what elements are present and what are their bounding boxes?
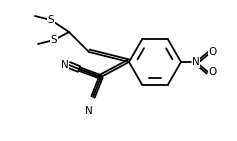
Text: S: S	[48, 15, 54, 25]
Text: S: S	[51, 35, 57, 45]
Text: N: N	[61, 60, 69, 70]
Text: O: O	[209, 47, 217, 57]
Text: O: O	[209, 67, 217, 77]
Text: N: N	[192, 57, 200, 67]
Text: N: N	[85, 106, 93, 116]
